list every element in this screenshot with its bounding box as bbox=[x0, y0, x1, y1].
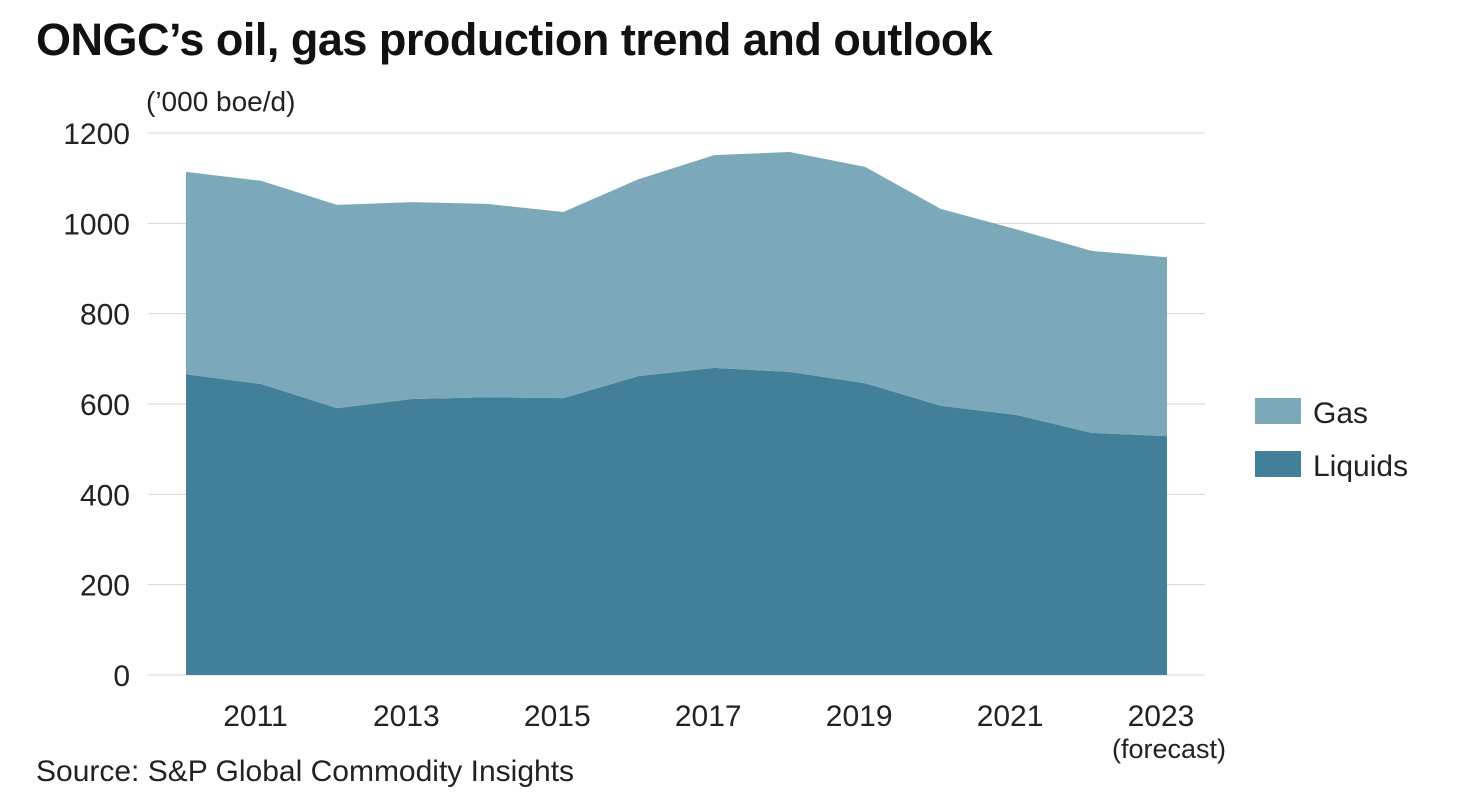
x-tick-label: 2023 bbox=[1128, 700, 1195, 733]
y-tick-label: 0 bbox=[113, 660, 130, 693]
y-tick-label: 1200 bbox=[63, 118, 130, 151]
legend-swatch-liquids bbox=[1255, 451, 1301, 477]
y-tick-label: 600 bbox=[80, 389, 130, 422]
y-tick-label: 1000 bbox=[63, 208, 130, 241]
x-tick-label: 2013 bbox=[373, 700, 440, 733]
legend-label-gas: Gas bbox=[1313, 397, 1368, 430]
x-tick-sublabel: (forecast) bbox=[1112, 734, 1226, 764]
area-liquids bbox=[186, 367, 1167, 675]
y-tick-label: 200 bbox=[80, 570, 130, 603]
y-tick-label: 400 bbox=[80, 479, 130, 512]
y-axis-label: (’000 boe/d) bbox=[146, 86, 296, 117]
area-gas bbox=[186, 151, 1167, 437]
legend-swatch-gas bbox=[1255, 398, 1301, 424]
source-note: Source: S&P Global Commodity Insights bbox=[36, 755, 575, 788]
y-tick-label: 800 bbox=[80, 299, 130, 332]
x-tick-label: 2021 bbox=[977, 700, 1044, 733]
legend-label-liquids: Liquids bbox=[1313, 450, 1408, 483]
x-tick-label: 2017 bbox=[675, 700, 742, 733]
x-tick-label: 2015 bbox=[524, 700, 591, 733]
x-tick-label: 2011 bbox=[223, 700, 288, 733]
x-tick-label: 2019 bbox=[826, 700, 893, 733]
chart-title: ONGC’s oil, gas production trend and out… bbox=[36, 14, 993, 65]
